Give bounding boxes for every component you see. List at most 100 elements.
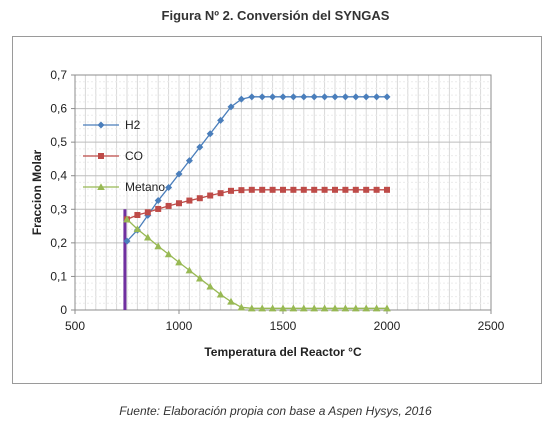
data-point-metano xyxy=(331,304,339,312)
data-point-co xyxy=(196,195,203,202)
data-point-co xyxy=(300,186,307,193)
data-point-h2 xyxy=(165,183,173,191)
data-point-co xyxy=(363,186,370,193)
tick-labels: 0 0,1 0,2 0,3 0,4 0,5 0,6 0,7 500 1000 1500 2000 250… xyxy=(50,68,504,333)
data-point-metano xyxy=(227,297,235,305)
data-point-h2 xyxy=(383,93,391,101)
y-axis-title: Fraccion Molar xyxy=(30,149,44,235)
data-point-h2 xyxy=(269,93,277,101)
data-point-h2 xyxy=(154,197,162,205)
y-tick-label: 0 xyxy=(60,303,67,317)
data-point-metano xyxy=(248,304,256,312)
data-point-h2 xyxy=(279,93,287,101)
data-point-metano xyxy=(320,304,329,312)
data-point-metano xyxy=(164,250,173,258)
data-point-h2 xyxy=(362,93,370,101)
data-point-h2 xyxy=(331,93,339,101)
data-point-metano xyxy=(185,266,194,274)
y-tick-label: 0,1 xyxy=(50,269,67,283)
data-point-h2 xyxy=(217,116,225,124)
data-point-metano xyxy=(352,304,360,312)
data-point-metano xyxy=(133,225,142,233)
data-point-co xyxy=(290,186,297,193)
legend-marker-metano xyxy=(97,183,105,190)
y-tick-label: 0,6 xyxy=(50,102,67,116)
x-tick-label: 2500 xyxy=(478,319,505,333)
data-point-h2 xyxy=(373,93,381,101)
data-point-h2 xyxy=(185,157,193,165)
data-point-co xyxy=(259,186,266,193)
data-point-co xyxy=(155,205,162,212)
data-point-co xyxy=(384,186,390,193)
data-point-metano xyxy=(279,304,287,312)
data-point-co xyxy=(176,200,182,207)
data-point-co xyxy=(332,186,338,193)
data-point-h2 xyxy=(310,93,318,101)
data-point-co xyxy=(321,186,328,193)
y-tick-label: 0,5 xyxy=(50,135,67,149)
data-point-h2 xyxy=(300,93,308,101)
legend-item-h2: H2 xyxy=(83,118,141,132)
data-point-metano xyxy=(154,242,162,250)
data-point-metano xyxy=(300,304,308,312)
data-point-co xyxy=(217,190,224,197)
legend: H2 CO Metano xyxy=(83,118,165,194)
data-point-h2 xyxy=(175,170,183,178)
data-point-metano xyxy=(372,304,381,312)
data-point-metano xyxy=(237,303,246,311)
x-tick-label: 1500 xyxy=(270,319,297,333)
legend-label-co: CO xyxy=(125,149,143,163)
y-tick-label: 0,2 xyxy=(50,236,67,250)
data-point-h2 xyxy=(258,93,266,101)
data-point-h2 xyxy=(206,130,214,138)
data-point-h2 xyxy=(352,93,360,101)
data-point-metano xyxy=(362,304,370,312)
legend-item-co: CO xyxy=(83,149,143,163)
series-co xyxy=(124,186,390,223)
y-tick-label: 0,7 xyxy=(50,68,67,82)
data-point-metano xyxy=(123,215,131,223)
data-point-co xyxy=(207,192,214,199)
x-tick-label: 2000 xyxy=(374,319,401,333)
legend-marker-co xyxy=(98,153,104,159)
legend-label-metano: Metano xyxy=(125,180,165,194)
data-point-metano xyxy=(196,274,204,282)
data-point-co xyxy=(144,209,151,216)
data-point-co xyxy=(186,197,193,204)
data-point-co xyxy=(373,186,380,193)
data-point-h2 xyxy=(227,103,235,111)
data-point-h2 xyxy=(123,237,131,245)
data-point-co xyxy=(342,186,349,193)
data-point-metano xyxy=(206,282,214,290)
series-h2 xyxy=(123,93,391,245)
data-point-metano xyxy=(258,304,266,312)
x-axis-title: Temperatura del Reactor °C xyxy=(204,345,362,359)
data-point-co xyxy=(228,187,234,194)
data-point-metano xyxy=(175,258,183,266)
grid xyxy=(75,74,491,311)
data-point-metano xyxy=(341,304,350,312)
data-point-co xyxy=(352,186,359,193)
data-point-co xyxy=(269,186,276,193)
y-tick-label: 0,3 xyxy=(50,202,67,216)
data-point-co xyxy=(134,211,141,218)
y-tick-label: 0,4 xyxy=(50,169,67,183)
data-point-h2 xyxy=(341,93,349,101)
chart-frame: 0 0,1 0,2 0,3 0,4 0,5 0,6 0,7 500 1000 1500 2000 250… xyxy=(12,36,542,384)
x-tick-label: 1000 xyxy=(166,319,193,333)
data-point-h2 xyxy=(196,143,204,151)
legend-item-metano: Metano xyxy=(83,180,165,194)
data-point-h2 xyxy=(248,93,256,101)
series-metano xyxy=(123,215,391,312)
legend-marker-h2 xyxy=(97,121,105,129)
data-point-co xyxy=(311,186,318,193)
data-point-co xyxy=(238,187,245,194)
data-point-co xyxy=(165,202,172,209)
figure-source: Fuente: Elaboración propia con base a As… xyxy=(119,404,432,418)
data-point-co xyxy=(248,186,255,193)
data-point-metano xyxy=(289,304,298,312)
legend-label-h2: H2 xyxy=(125,118,141,132)
data-point-h2 xyxy=(321,93,329,101)
x-tick-label: 500 xyxy=(65,319,85,333)
data-point-metano xyxy=(216,290,225,298)
